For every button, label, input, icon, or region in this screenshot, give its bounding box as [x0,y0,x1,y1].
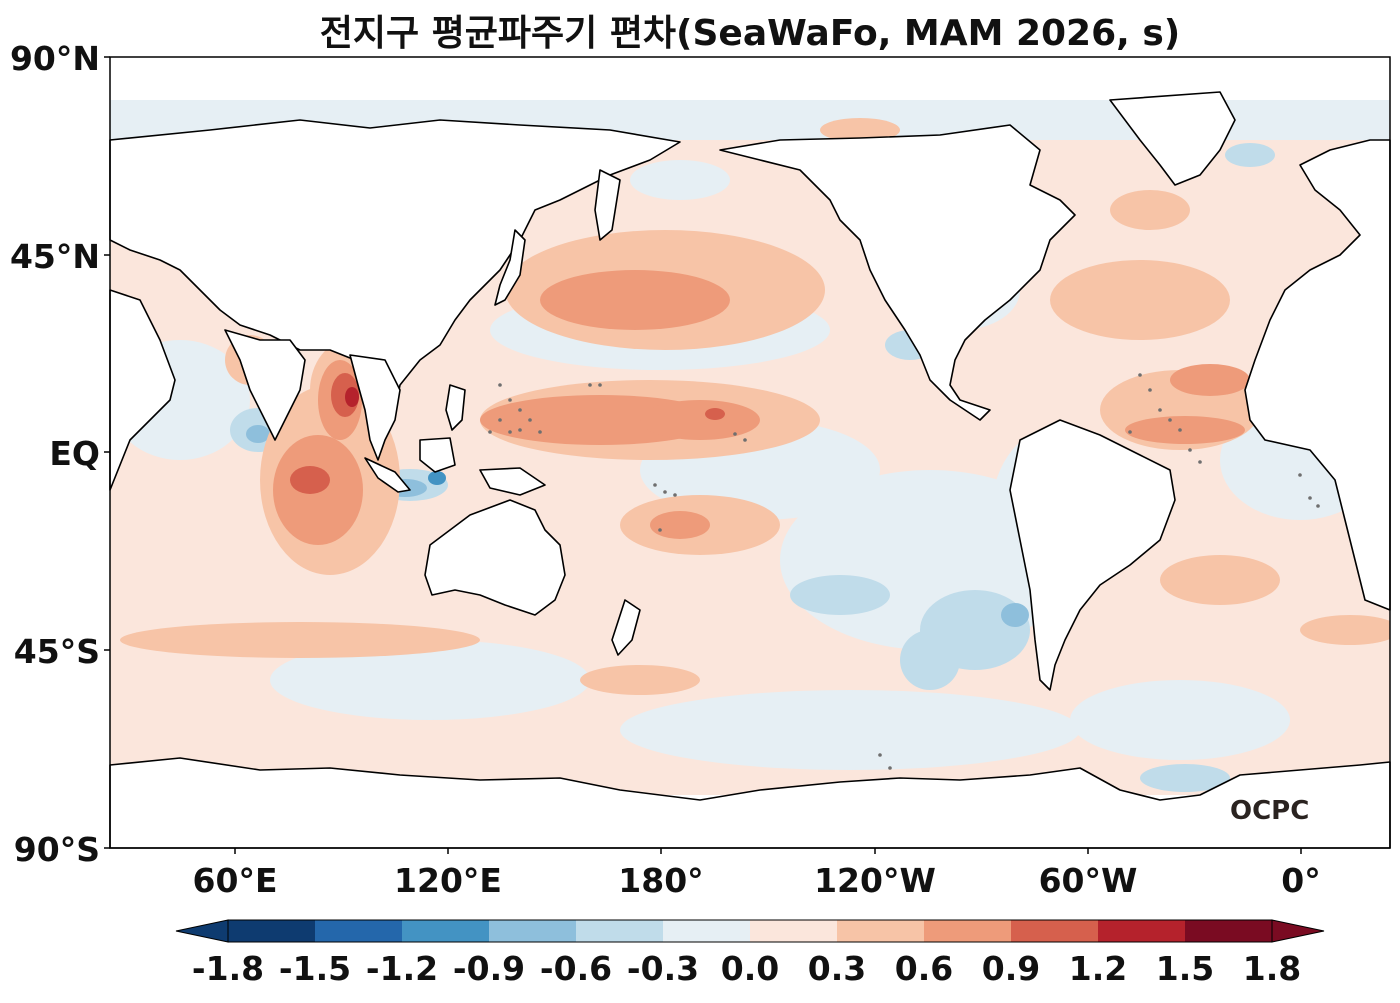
colorbar-segment [750,920,837,942]
lon-label-0: 0° [1281,861,1321,900]
colorbar [175,919,1325,943]
new-guinea-land [479,467,546,496]
colorbar-extend-min [175,919,229,943]
colorbar-extend-max [1271,919,1325,943]
colorbar-segment [228,920,315,942]
colorbar-outline [227,919,1273,943]
kamchatka-land [594,169,621,241]
lon-label-120e: 120°E [394,861,502,900]
colorbar-tick-label: 1.5 [1155,949,1215,988]
colorbar-segment [315,920,402,942]
positive-anomaly-12 [345,387,359,407]
borneo-land [419,437,456,473]
colorbar-segment [402,920,489,942]
lat-label-90s: 90°S [13,830,100,869]
lat-label-45s: 45°S [13,632,100,671]
colorbar-tick-label: 0.6 [894,949,954,988]
colorbar-tick-label: -1.2 [365,949,439,988]
positive-anomaly-09 [290,373,725,494]
colorbar-tick-label: -1.8 [191,949,265,988]
colorbar-segment [837,920,924,942]
colorbar-tick-label: 0.9 [981,949,1041,988]
south-america-land [1009,419,1176,691]
new-zealand-land [611,599,641,656]
colorbar-tick-label: -0.9 [452,949,526,988]
lon-label-120w: 120°W [814,861,936,900]
colorbar-tick-label: -0.3 [626,949,700,988]
significance-stippling [488,373,1320,770]
colorbar-segment [489,920,576,942]
colorbar-segment [924,920,1011,942]
colorbar-segment [1185,920,1272,942]
colorbar-tick-label: 0.0 [720,949,780,988]
map-title: 전지구 평균파주기 편차(SeaWaFo, MAM 2026, s) [319,13,1181,54]
colorbar-tick-label: 0.3 [807,949,867,988]
colorbar-tick-label: -1.5 [278,949,352,988]
japan-land [494,229,526,306]
sumatra-land [364,457,411,493]
colorbar-segment [1098,920,1185,942]
arabia-africa-land [109,289,176,491]
colorbar-segment [576,920,663,942]
lon-label-60w: 60°W [1038,861,1138,900]
lon-label-180: 180° [618,861,704,900]
australia-land [424,499,566,616]
axis-ticks [104,56,1302,854]
philippines-land [445,384,466,431]
land-masses [109,91,1391,849]
antarctica-land [109,757,1391,849]
lat-label-45n: 45°N [9,237,100,276]
positive-anomaly-06 [273,270,1250,545]
greenland-land [1109,91,1236,186]
lon-label-60e: 60°E [192,861,278,900]
negative-anomaly-max [428,471,446,485]
north-america-land [719,124,1076,421]
eurasia-land [109,119,681,421]
india-land [224,329,306,441]
indochina-land [349,354,401,461]
colorbar-tick-label: 1.2 [1068,949,1128,988]
colorbar-tick-label: -0.6 [539,949,613,988]
ocpc-logo: OCPC [1230,796,1310,826]
colorbar-segment [1011,920,1098,942]
colorbar-segment [663,920,750,942]
lat-label-eq: EQ [49,434,100,473]
colorbar-tick-label: 1.8 [1242,949,1302,988]
lat-label-90n: 90°N [9,39,100,78]
